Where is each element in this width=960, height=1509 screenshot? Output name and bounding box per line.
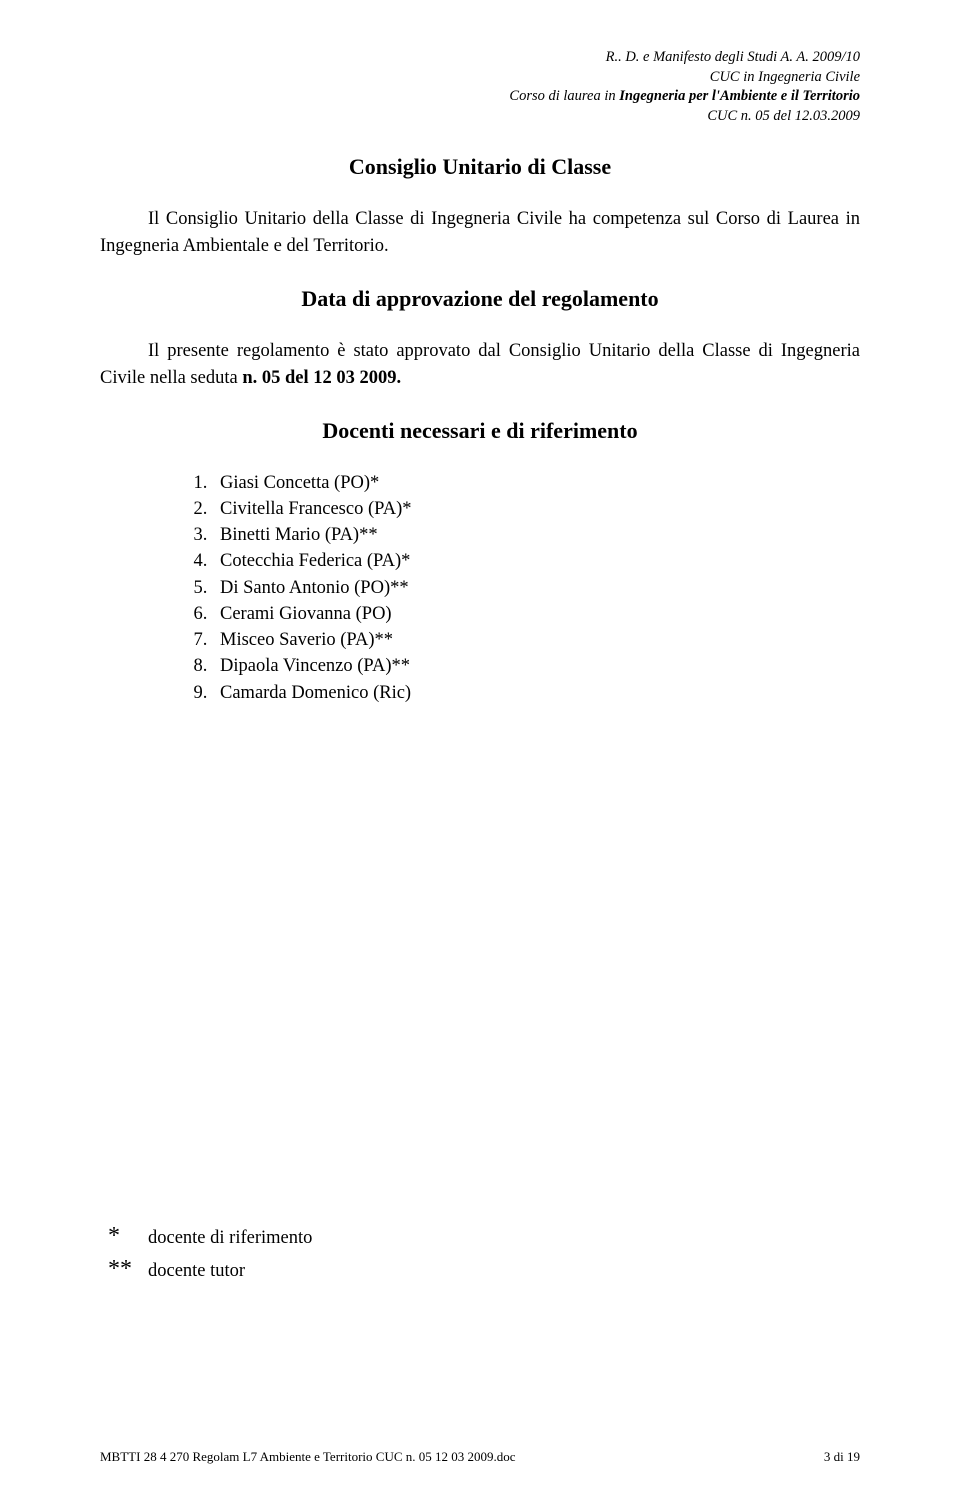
footer-filename: MBTTI 28 4 270 Regolam L7 Ambiente e Ter… <box>100 1449 516 1465</box>
header-line-1-text: R.. D. e Manifesto degli Studi A. A. 200… <box>606 49 860 65</box>
legend-text-1: docente di riferimento <box>148 1228 312 1249</box>
section-2-title: Data di approvazione del regolamento <box>100 286 860 312</box>
section-2-body-text: Il presente regolamento è stato approvat… <box>100 341 860 388</box>
legend-row-1: * docente di riferimento <box>108 1223 312 1250</box>
section-3-title: Docenti necessari e di riferimento <box>100 418 860 444</box>
header-line-1: R.. D. e Manifesto degli Studi A. A. 200… <box>100 48 860 68</box>
list-item: Di Santo Antonio (PO)** <box>212 575 860 601</box>
legend-row-2: ** docente tutor <box>108 1256 312 1283</box>
section-2-body: Il presente regolamento è stato approvat… <box>100 338 860 392</box>
section-1-body: Il Consiglio Unitario della Classe di In… <box>100 206 860 260</box>
list-item: Cerami Giovanna (PO) <box>212 601 860 627</box>
document-header: R.. D. e Manifesto degli Studi A. A. 200… <box>100 48 860 126</box>
list-item: Dipaola Vincenzo (PA)** <box>212 653 860 679</box>
page-footer: MBTTI 28 4 270 Regolam L7 Ambiente e Ter… <box>100 1449 860 1465</box>
header-line-2: CUC in Ingegneria Civile <box>100 68 860 88</box>
list-item: Binetti Mario (PA)** <box>212 522 860 548</box>
list-item: Civitella Francesco (PA)* <box>212 496 860 522</box>
legend-symbol-2: ** <box>108 1256 148 1283</box>
docenti-list: Giasi Concetta (PO)* Civitella Francesco… <box>212 470 860 706</box>
header-line-3: Corso di laurea in Ingegneria per l'Ambi… <box>100 87 860 107</box>
section-1-title: Consiglio Unitario di Classe <box>100 154 860 180</box>
legend: * docente di riferimento ** docente tuto… <box>108 1223 312 1289</box>
section-2-body-bold: n. 05 del 12 03 2009. <box>242 368 401 388</box>
list-item: Misceo Saverio (PA)** <box>212 627 860 653</box>
list-item: Cotecchia Federica (PA)* <box>212 548 860 574</box>
header-line-4: CUC n. 05 del 12.03.2009 <box>100 107 860 127</box>
legend-symbol-1: * <box>108 1223 148 1250</box>
list-item: Camarda Domenico (Ric) <box>212 680 860 706</box>
header-line-3-prefix: Corso di laurea in <box>509 88 619 104</box>
footer-page-number: 3 di 19 <box>824 1449 860 1465</box>
list-item: Giasi Concetta (PO)* <box>212 470 860 496</box>
legend-text-2: docente tutor <box>148 1261 245 1282</box>
header-line-3-bold: Ingegneria per l'Ambiente e il Territori… <box>619 88 860 104</box>
